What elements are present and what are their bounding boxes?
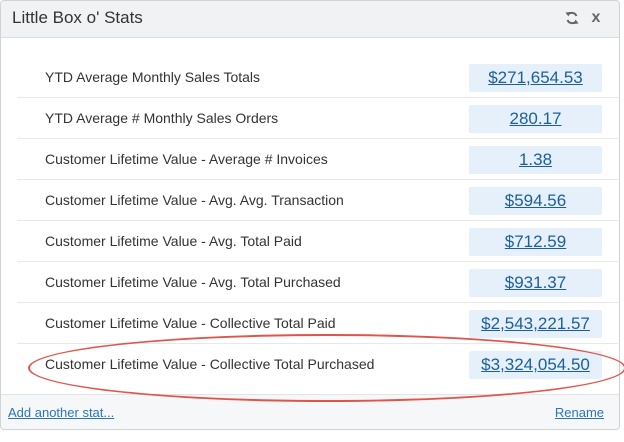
stat-label: Customer Lifetime Value - Collective Tot… xyxy=(45,356,375,372)
stat-label: Customer Lifetime Value - Avg. Total Pur… xyxy=(45,274,341,290)
stat-value-link[interactable]: 280.17 xyxy=(469,105,602,133)
stat-value-link[interactable]: $2,543,221.57 xyxy=(469,310,602,338)
stats-widget: Little Box o' Stats x YTD Average Monthl… xyxy=(0,0,620,430)
stat-label: Customer Lifetime Value - Avg. Total Pai… xyxy=(45,233,302,249)
widget-footer: Add another stat... Rename xyxy=(1,394,619,429)
stat-value-link[interactable]: $712.59 xyxy=(469,228,602,256)
stat-row: Customer Lifetime Value - Collective Tot… xyxy=(17,303,618,344)
widget-header: Little Box o' Stats x xyxy=(1,1,619,38)
stat-row: Customer Lifetime Value - Average # Invo… xyxy=(17,139,618,180)
stat-label: YTD Average # Monthly Sales Orders xyxy=(45,110,279,126)
stat-value-link[interactable]: $594.56 xyxy=(469,187,602,215)
rename-link[interactable]: Rename xyxy=(554,405,604,420)
close-icon[interactable]: x xyxy=(591,9,601,26)
stat-row: YTD Average # Monthly Sales Orders 280.1… xyxy=(17,98,618,139)
stat-label: Customer Lifetime Value - Average # Invo… xyxy=(45,151,328,167)
stat-value-link[interactable]: $271,654.53 xyxy=(469,64,602,92)
stat-value-link[interactable]: $931.37 xyxy=(469,269,602,297)
stat-label: YTD Average Monthly Sales Totals xyxy=(45,69,261,85)
stat-row: Customer Lifetime Value - Collective Tot… xyxy=(17,344,618,385)
stat-label: Customer Lifetime Value - Avg. Avg. Tran… xyxy=(45,192,344,208)
stat-label: Customer Lifetime Value - Collective Tot… xyxy=(45,315,336,331)
stat-row: Customer Lifetime Value - Avg. Avg. Tran… xyxy=(17,180,618,221)
stats-list: YTD Average Monthly Sales Totals $271,65… xyxy=(17,57,618,385)
stat-row: YTD Average Monthly Sales Totals $271,65… xyxy=(17,57,618,98)
refresh-icon[interactable] xyxy=(564,10,580,26)
stat-row: Customer Lifetime Value - Avg. Total Pur… xyxy=(17,262,618,303)
stat-value-link[interactable]: 1.38 xyxy=(469,146,602,174)
stat-value-link[interactable]: $3,324,054.50 xyxy=(469,351,602,379)
add-stat-link[interactable]: Add another stat... xyxy=(8,405,115,420)
widget-title: Little Box o' Stats xyxy=(12,8,143,27)
stat-row: Customer Lifetime Value - Avg. Total Pai… xyxy=(17,221,618,262)
